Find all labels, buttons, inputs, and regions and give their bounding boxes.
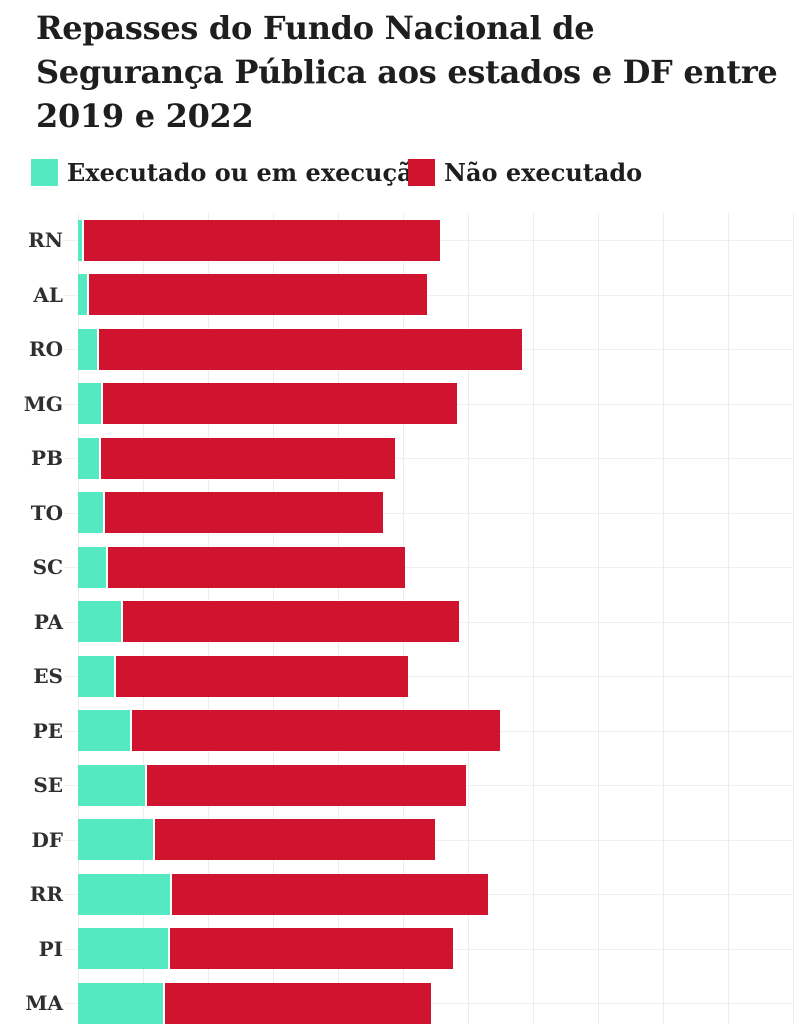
bar-row: PB bbox=[0, 431, 804, 486]
bar-segment-executado bbox=[78, 546, 108, 588]
category-label: TO bbox=[30, 500, 63, 525]
bar-segment-nao-executado bbox=[165, 982, 431, 1024]
bar-track bbox=[64, 601, 793, 643]
category-label: RR bbox=[29, 882, 63, 907]
chart-title-line-2: Segurança Pública aos estados e DF entre bbox=[36, 53, 778, 91]
bar-row: AL bbox=[0, 268, 804, 323]
bar-row: TO bbox=[0, 486, 804, 541]
bar-segment-nao-executado bbox=[89, 274, 428, 316]
bar-segment-executado bbox=[78, 655, 116, 697]
bar-segment-executado bbox=[78, 928, 171, 970]
bar-row: MA bbox=[0, 976, 804, 1024]
bar-track bbox=[64, 873, 793, 915]
category-label: RN bbox=[28, 228, 63, 253]
category-label: AL bbox=[33, 282, 63, 307]
bar-track bbox=[64, 764, 793, 806]
bar-row: RR bbox=[0, 867, 804, 922]
bar-track bbox=[64, 274, 793, 316]
category-label: MG bbox=[23, 391, 63, 416]
bar-row: PA bbox=[0, 595, 804, 650]
category-label: SE bbox=[33, 773, 63, 798]
bar-segment-nao-executado bbox=[146, 764, 467, 806]
bar-track bbox=[64, 928, 793, 970]
bar-rows: RN AL RO MG PB TO SC PA ES PE SE DF RR PI MA bbox=[0, 213, 804, 1024]
bar-track bbox=[64, 437, 793, 479]
bar-segment-nao-executado bbox=[98, 328, 522, 370]
bar-row: SC bbox=[0, 540, 804, 595]
category-label: PB bbox=[31, 446, 63, 471]
category-label: PE bbox=[32, 718, 63, 743]
bar-segment-executado bbox=[78, 764, 147, 806]
bar-segment-executado bbox=[78, 328, 99, 370]
bar-track bbox=[64, 546, 793, 588]
chart-title-line-1: Repasses do Fundo Nacional de bbox=[36, 9, 595, 47]
bar-segment-nao-executado bbox=[83, 219, 441, 261]
legend-item-nao-executado: Não executado bbox=[408, 158, 642, 187]
bar-segment-executado bbox=[78, 982, 166, 1024]
bar-segment-executado bbox=[78, 710, 132, 752]
bar-row: PE bbox=[0, 704, 804, 759]
bar-segment-nao-executado bbox=[122, 601, 459, 643]
bar-row: SE bbox=[0, 758, 804, 813]
bar-row: DF bbox=[0, 813, 804, 868]
bar-track bbox=[64, 383, 793, 425]
bar-segment-nao-executado bbox=[172, 873, 488, 915]
bar-segment-nao-executado bbox=[131, 710, 500, 752]
bar-segment-executado bbox=[78, 274, 90, 316]
bar-segment-nao-executado bbox=[100, 437, 395, 479]
category-label: PI bbox=[38, 936, 63, 961]
legend: Executado ou em execução Não executado bbox=[31, 158, 804, 187]
bar-row: ES bbox=[0, 649, 804, 704]
bar-segment-executado bbox=[78, 219, 84, 261]
legend-swatch-executado-icon bbox=[31, 158, 58, 186]
legend-label-nao-executado: Não executado bbox=[444, 157, 643, 187]
bar-segment-nao-executado bbox=[107, 546, 405, 588]
category-label: SC bbox=[32, 555, 63, 580]
category-label: DF bbox=[31, 827, 63, 852]
bar-segment-executado bbox=[78, 492, 106, 534]
category-label: MA bbox=[25, 991, 63, 1016]
bar-segment-nao-executado bbox=[154, 819, 436, 861]
category-label: PA bbox=[33, 609, 63, 634]
bar-track bbox=[64, 219, 793, 261]
chart-title-line-3: 2019 e 2022 bbox=[36, 97, 254, 135]
stacked-bar-chart: RN AL RO MG PB TO SC PA ES PE SE DF RR PI MA bbox=[0, 213, 804, 1024]
bar-segment-executado bbox=[78, 437, 101, 479]
bar-segment-nao-executado bbox=[105, 492, 384, 534]
category-label: ES bbox=[33, 664, 63, 689]
bar-segment-executado bbox=[78, 601, 123, 643]
bar-segment-executado bbox=[78, 819, 155, 861]
bar-segment-nao-executado bbox=[102, 383, 457, 425]
bar-segment-executado bbox=[78, 383, 103, 425]
bar-row: PI bbox=[0, 922, 804, 977]
legend-swatch-nao-executado-icon bbox=[408, 158, 435, 186]
bar-row: RN bbox=[0, 213, 804, 268]
bar-track bbox=[64, 655, 793, 697]
category-label: RO bbox=[28, 337, 63, 362]
bar-segment-executado bbox=[78, 873, 173, 915]
bar-track bbox=[64, 328, 793, 370]
bar-segment-nao-executado bbox=[115, 655, 408, 697]
legend-item-executado: Executado ou em execução bbox=[31, 158, 429, 187]
bar-segment-nao-executado bbox=[170, 928, 454, 970]
legend-label-executado: Executado ou em execução bbox=[67, 157, 429, 187]
chart-title: Repasses do Fundo Nacional de Segurança … bbox=[36, 6, 804, 138]
bar-track bbox=[64, 492, 793, 534]
bar-track bbox=[64, 982, 793, 1024]
bar-row: RO bbox=[0, 322, 804, 377]
bar-track bbox=[64, 819, 793, 861]
bar-row: MG bbox=[0, 377, 804, 432]
bar-track bbox=[64, 710, 793, 752]
